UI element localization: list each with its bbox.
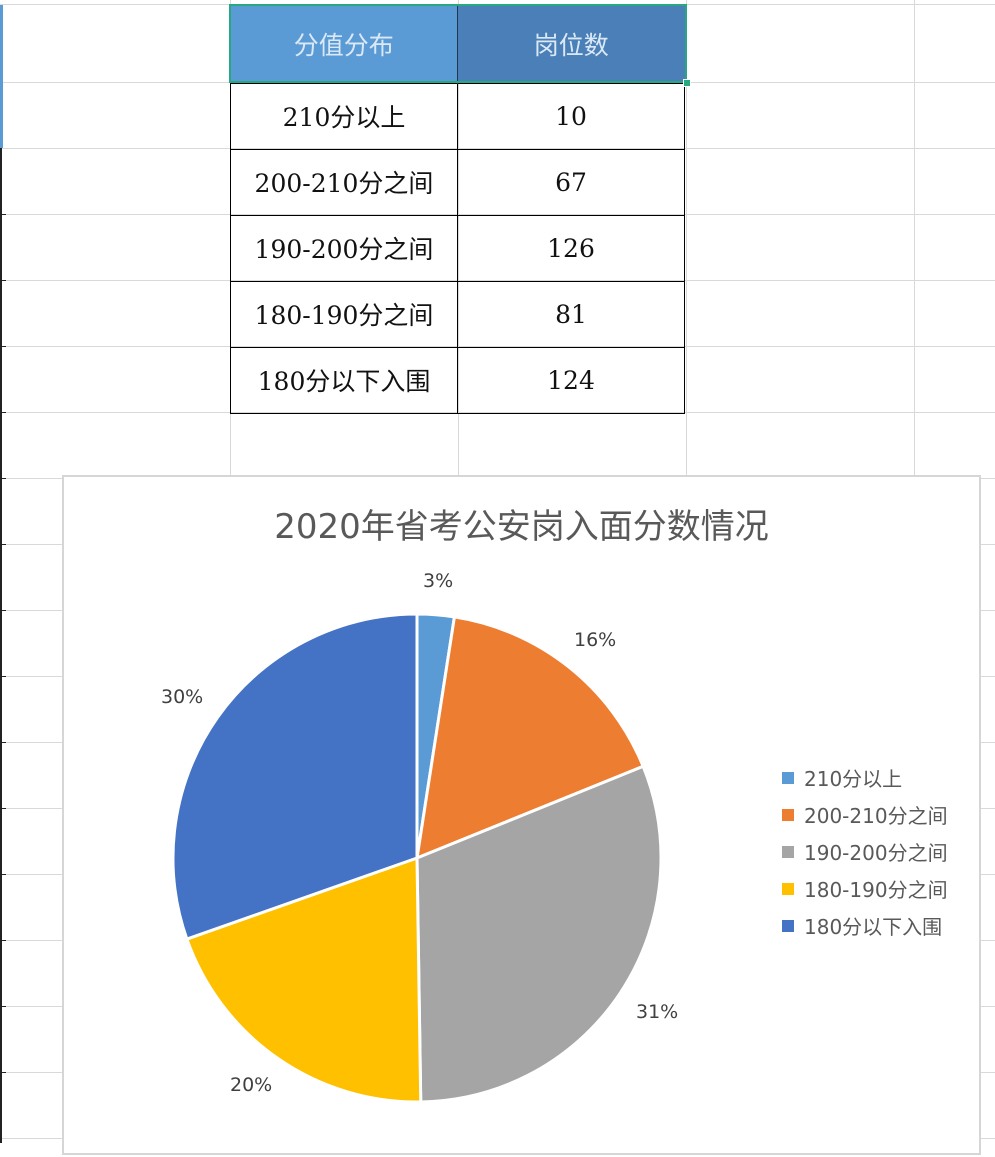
row-tick — [0, 412, 6, 413]
cell-position-count[interactable]: 81 — [457, 280, 685, 348]
legend-item[interactable]: 190-200分之间 — [782, 833, 948, 870]
row-tick — [0, 280, 6, 281]
pie-slices — [171, 612, 663, 1104]
row-tick — [0, 544, 6, 545]
pie-plot-area — [171, 612, 663, 1104]
pie-slice[interactable] — [415, 764, 663, 1104]
table-row: 180-190分之间 81 — [230, 280, 685, 348]
cell-score-range[interactable]: 180分以下入围 — [230, 346, 458, 414]
row-header-selection — [0, 5, 3, 148]
data-label[interactable]: 30% — [161, 686, 204, 708]
cell-score-range[interactable]: 210分以上 — [230, 82, 458, 150]
legend-item[interactable]: 210分以上 — [782, 759, 948, 796]
chart-title[interactable]: 2020年省考公安岗入面分数情况 — [274, 507, 769, 547]
data-label[interactable]: 3% — [423, 570, 454, 592]
chart-legend[interactable]: 210分以上 200-210分之间 190-200分之间 180-190分之间 … — [782, 759, 948, 944]
row-tick — [0, 940, 6, 941]
legend-item[interactable]: 180-190分之间 — [782, 870, 948, 907]
row-tick — [0, 874, 6, 875]
cell-score-range[interactable]: 190-200分之间 — [230, 214, 458, 282]
cell-score-range[interactable]: 180-190分之间 — [230, 280, 458, 348]
table-row: 200-210分之间 67 — [230, 148, 685, 216]
legend-swatch-icon — [782, 882, 794, 895]
legend-item[interactable]: 200-210分之间 — [782, 796, 948, 833]
legend-swatch-icon — [782, 845, 794, 858]
row-tick — [0, 346, 6, 347]
legend-label: 180分以下入围 — [804, 915, 943, 939]
cell-position-count[interactable]: 67 — [457, 148, 685, 216]
row-tick — [0, 478, 6, 479]
row-header-border — [0, 148, 2, 1143]
table-header-row: 分值分布 岗位数 — [230, 5, 685, 83]
pie-chart[interactable]: 2020年省考公安岗入面分数情况 3% 16% 31% 20% 30% 210分… — [62, 475, 981, 1155]
legend-swatch-icon — [782, 771, 794, 784]
legend-swatch-icon — [782, 808, 794, 821]
row-tick — [0, 676, 6, 677]
cell-score-range[interactable]: 200-210分之间 — [230, 148, 458, 216]
legend-label: 200-210分之间 — [804, 804, 948, 828]
score-table: 分值分布 岗位数 210分以上 10 200-210分之间 67 190-200… — [230, 5, 685, 414]
row-tick — [0, 610, 6, 611]
cell-position-count[interactable]: 124 — [457, 346, 685, 414]
row-tick — [0, 1072, 6, 1073]
cell-position-count[interactable]: 10 — [457, 82, 685, 150]
pie-slice[interactable] — [171, 612, 419, 942]
legend-label: 190-200分之间 — [804, 841, 948, 865]
header-cell-position-count[interactable]: 岗位数 — [457, 5, 685, 83]
data-label[interactable]: 16% — [574, 629, 617, 651]
fill-handle[interactable] — [683, 79, 691, 87]
pie-slice[interactable] — [415, 615, 646, 861]
legend-swatch-icon — [782, 919, 794, 932]
data-label[interactable]: 20% — [230, 1074, 273, 1096]
header-cell-score-range[interactable]: 分值分布 — [230, 5, 458, 83]
row-tick — [0, 742, 6, 743]
row-tick — [0, 214, 6, 215]
legend-label: 180-190分之间 — [804, 878, 948, 902]
cell-position-count[interactable]: 126 — [457, 214, 685, 282]
legend-item[interactable]: 180分以下入围 — [782, 907, 948, 944]
row-tick — [0, 808, 6, 809]
table-row: 210分以上 10 — [230, 82, 685, 150]
row-tick — [0, 1006, 6, 1007]
data-label[interactable]: 31% — [636, 1001, 679, 1023]
table-row: 180分以下入围 124 — [230, 346, 685, 414]
table-row: 190-200分之间 126 — [230, 214, 685, 282]
legend-label: 210分以上 — [804, 767, 903, 791]
